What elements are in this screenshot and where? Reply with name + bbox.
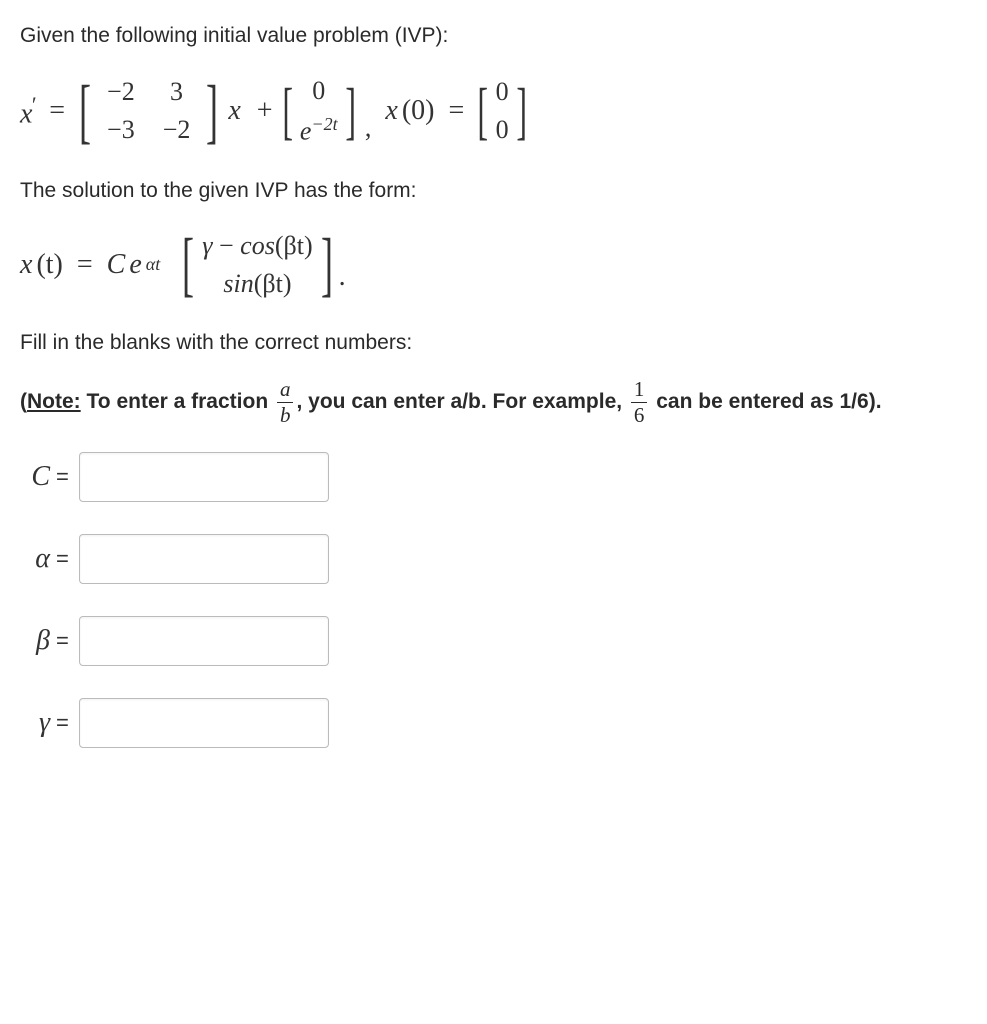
intro-text: Given the following initial value proble… [20, 24, 967, 48]
ivp-equation: x′ = [ −2 3 −3 −2 ] x + [ 0 e−2t ] , x(0… [20, 72, 967, 151]
note-text: (Note: To enter a fraction ab, you can e… [20, 379, 967, 426]
solution-vector: [ γ − cos(βt) sin(βt) ] [182, 227, 332, 303]
solution-form-text: The solution to the given IVP has the fo… [20, 179, 967, 203]
exp-alpha-t: αt [146, 254, 160, 275]
alpha-input[interactable] [79, 534, 329, 584]
label-C: C [20, 461, 50, 493]
const-C: C [107, 249, 126, 281]
C-input[interactable] [79, 452, 329, 502]
eq-sign: = [56, 464, 69, 490]
matrix-A: [ −2 3 −3 −2 ] [79, 73, 218, 149]
label-alpha: α [20, 543, 50, 575]
equals-3: = [77, 249, 93, 281]
label-beta: β [20, 625, 50, 657]
xt-lhs: x [20, 249, 32, 281]
eq-sign: = [56, 710, 69, 736]
plus: + [257, 95, 273, 127]
e-base: e [129, 249, 141, 281]
answer-row-C: C = [20, 452, 967, 502]
label-gamma: γ [20, 707, 50, 739]
var-x: x [228, 95, 240, 127]
comma-1: , [365, 113, 372, 151]
beta-input[interactable] [79, 616, 329, 666]
fill-blanks-text: Fill in the blanks with the correct numb… [20, 331, 967, 355]
period: . [339, 261, 346, 303]
answer-row-gamma: γ = [20, 698, 967, 748]
equals-1: = [49, 95, 65, 127]
answer-row-alpha: α = [20, 534, 967, 584]
solution-equation: x(t) = Ceαt [ γ − cos(βt) sin(βt) ] . [20, 227, 967, 303]
ic-vector: [ 0 0 ] [478, 73, 526, 149]
xprime-var: x′ [20, 92, 35, 130]
xt-arg: (t) [36, 249, 62, 281]
ic-lhs: x [385, 95, 397, 127]
gamma-input[interactable] [79, 698, 329, 748]
eq-sign: = [56, 546, 69, 572]
answer-row-beta: β = [20, 616, 967, 666]
ic-arg: (0) [402, 95, 435, 127]
forcing-vector: [ 0 e−2t ] [283, 72, 355, 151]
equals-2: = [449, 95, 465, 127]
eq-sign: = [56, 628, 69, 654]
